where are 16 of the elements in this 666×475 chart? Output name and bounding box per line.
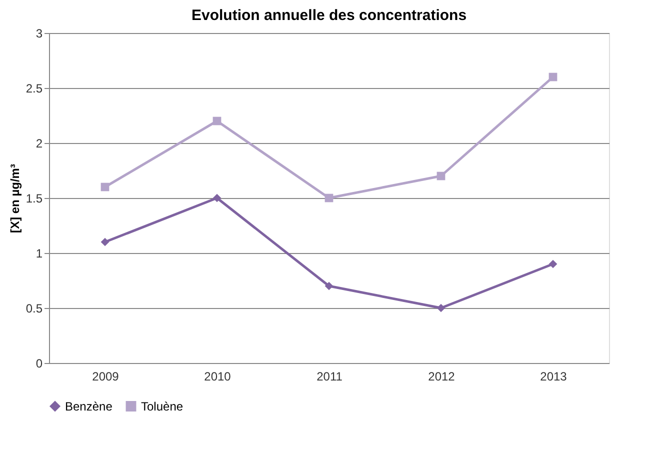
- chart-title: Evolution annuelle des concentrations: [191, 7, 467, 24]
- y-tick-label: 0.5: [26, 302, 43, 316]
- x-tick-label: 2012: [428, 370, 456, 384]
- y-tick-label: 1.5: [26, 192, 43, 206]
- x-tick-label: 2009: [92, 370, 120, 384]
- y-tick-label: 2.5: [26, 82, 43, 96]
- x-tick-label: 2011: [316, 370, 343, 384]
- legend-label: Benzène: [65, 399, 113, 414]
- legend-label: Toluène: [141, 399, 184, 414]
- y-tick-label: 2: [36, 136, 43, 150]
- x-tick-label: 2010: [204, 370, 232, 384]
- y-tick-label: 0: [36, 356, 43, 370]
- x-tick-label: 2013: [540, 370, 568, 384]
- y-tick-label: 3: [36, 26, 43, 40]
- y-axis-title: [X] en µg/m³: [8, 164, 22, 233]
- y-tick-label: 1: [36, 246, 43, 260]
